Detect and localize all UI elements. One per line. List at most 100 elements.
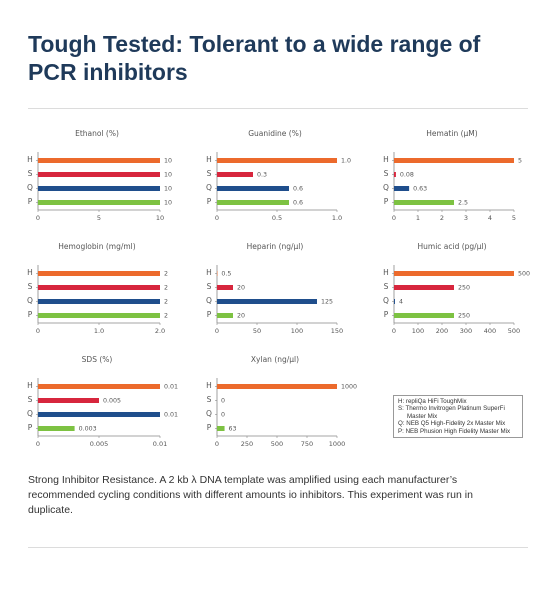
category-label: Q [383, 183, 389, 192]
category-label: Q [206, 296, 212, 305]
bar [394, 186, 410, 191]
figure-caption: Strong Inhibitor Resistance. A 2 kb λ DN… [28, 474, 473, 516]
x-tick-label: 0 [215, 327, 219, 335]
x-tick-label: 500 [508, 327, 520, 335]
bar [38, 299, 160, 304]
data-label: 4 [399, 299, 403, 306]
category-label: H [206, 381, 212, 390]
data-label: 1000 [341, 384, 357, 391]
data-label: 0.003 [79, 426, 97, 433]
panel-title: Humic acid (pg/μl) [418, 242, 487, 251]
x-tick-label: 5 [512, 214, 516, 222]
bar [38, 271, 160, 276]
x-tick-label: 0.01 [153, 440, 167, 448]
title-line-1: Tough Tested: Tolerant to a wide range o… [28, 31, 481, 57]
data-label: 20 [237, 313, 245, 320]
title-line-2: PCR inhibitors [28, 59, 188, 85]
x-tick-label: 50 [253, 327, 261, 335]
bar [217, 158, 337, 163]
x-tick-label: 0 [215, 440, 219, 448]
category-label: S [28, 169, 33, 178]
bar [38, 412, 160, 417]
panel-title: Ethanol (%) [75, 129, 119, 138]
x-tick-label: 0 [36, 327, 40, 335]
bar [394, 200, 454, 205]
legend-item-p: P: NEB Phusion High Fidelity Master Mix [398, 427, 511, 435]
data-label: 2 [164, 299, 168, 306]
category-label: H [206, 155, 212, 164]
bar [217, 384, 337, 389]
category-label: S [207, 169, 212, 178]
panel-title: Heparin (ng/μl) [247, 242, 304, 251]
x-tick-label: 0 [392, 214, 396, 222]
bar [217, 172, 253, 177]
x-tick-label: 4 [488, 214, 492, 222]
data-label: 2 [164, 271, 168, 278]
x-tick-label: 0 [36, 440, 40, 448]
x-tick-label: 0 [36, 214, 40, 222]
data-label: 63 [229, 426, 237, 433]
category-label: P [207, 310, 212, 319]
x-tick-label: 1 [416, 214, 420, 222]
data-label: 0.6 [293, 186, 303, 193]
panel-title: Xylan (ng/μl) [251, 355, 299, 364]
data-label: 2 [164, 313, 168, 320]
panel-title: Guanidine (%) [248, 129, 302, 138]
data-label: 5 [518, 158, 522, 165]
bar [217, 186, 289, 191]
legend-item-h: H: repliQa HiFi ToughMix [398, 398, 467, 405]
bar [394, 172, 396, 177]
chart-legend: H: repliQa HiFi ToughMix S: Thermo Invit… [393, 395, 523, 439]
data-label: 0.08 [400, 172, 414, 179]
category-label: Q [206, 183, 212, 192]
data-label: 20 [237, 285, 245, 292]
x-tick-label: 300 [460, 327, 472, 335]
category-label: Q [27, 183, 33, 192]
panel-title: Hemoglobin (mg/ml) [58, 242, 135, 251]
category-label: H [206, 268, 212, 277]
data-label: 0.5 [221, 271, 231, 278]
x-tick-label: 500 [271, 440, 283, 448]
bar [38, 398, 99, 403]
category-label: S [384, 282, 389, 291]
category-label: S [384, 169, 389, 178]
x-tick-label: 0 [215, 214, 219, 222]
legend-item-q: Q: NEB Q5 High-Fidelity 2x Master Mix [398, 420, 506, 428]
x-tick-label: 0.005 [90, 440, 109, 448]
bar [38, 426, 75, 431]
bottom-divider [28, 547, 528, 548]
x-tick-label: 400 [484, 327, 496, 335]
category-label: S [207, 282, 212, 291]
bar [394, 299, 395, 304]
data-label: 250 [458, 285, 470, 292]
bar [394, 271, 514, 276]
category-label: P [384, 310, 389, 319]
x-tick-label: 5 [97, 214, 101, 222]
category-label: P [207, 197, 212, 206]
data-label: 1.0 [341, 158, 351, 165]
bar [217, 200, 289, 205]
data-label: 0.005 [103, 398, 121, 405]
bar [38, 172, 160, 177]
data-label: 500 [518, 271, 530, 278]
category-label: H [27, 381, 33, 390]
data-label: 0 [221, 398, 225, 405]
data-label: 0.3 [257, 172, 267, 179]
legend-item-s-cont: Master Mix [407, 412, 438, 420]
category-label: Q [206, 409, 212, 418]
bar [38, 200, 160, 205]
bar [217, 426, 225, 431]
x-tick-label: 10 [156, 214, 164, 222]
x-tick-label: 2 [440, 214, 444, 222]
data-label: 10 [164, 172, 172, 179]
top-divider [28, 108, 528, 109]
bar [38, 186, 160, 191]
data-label: 125 [321, 299, 333, 306]
x-tick-label: 100 [291, 327, 303, 335]
x-tick-label: 0.5 [272, 214, 282, 222]
data-label: 2 [164, 285, 168, 292]
data-label: 10 [164, 186, 172, 193]
data-label: 0.01 [164, 384, 178, 391]
x-tick-label: 150 [331, 327, 343, 335]
